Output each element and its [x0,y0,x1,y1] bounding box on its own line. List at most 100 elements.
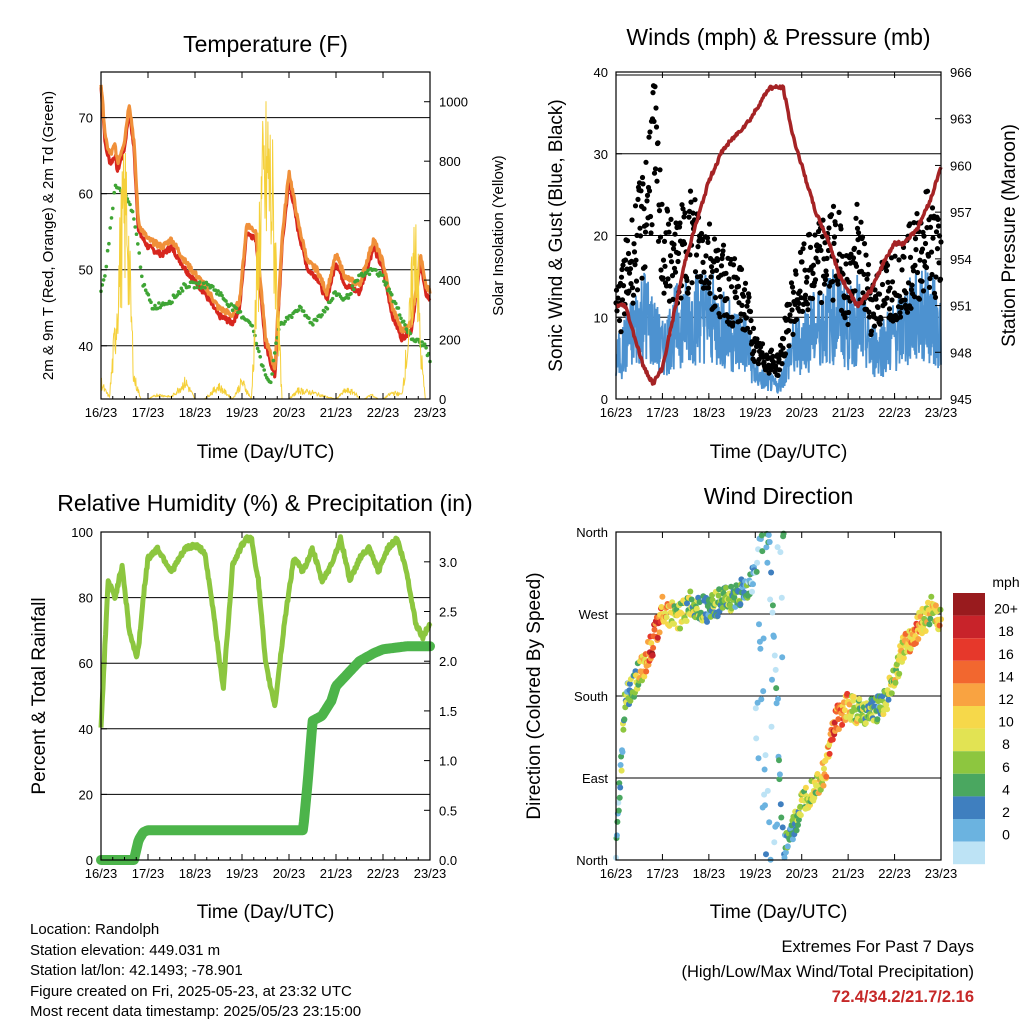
y-tick-label: 40 [79,339,93,354]
dewpoint-point [344,296,348,300]
y2-tick-label: 966 [950,65,972,80]
gust-point [670,296,676,302]
gust-point [733,294,740,300]
y2-axis-label: Station Pressure (Maroon) [999,124,1020,347]
gust-point [860,290,866,296]
gust-point [821,281,828,287]
gust-point [779,361,785,367]
gust-point [878,316,884,322]
y-tick-label: 20 [594,229,608,244]
legend-swatch [953,683,985,706]
gust-point [728,284,735,290]
precip-line [96,641,435,865]
dewpoint-point [132,217,136,221]
y2-tick-label: 954 [950,252,972,267]
legend-swatch [953,841,985,865]
panel-humidity: 16/23 17/23 18/23 19/23 20/23 21/23 22/23 23/23… [29,490,473,923]
direction-point [774,544,781,551]
gust-point [660,257,667,263]
gust-point [637,233,644,239]
direction-point [619,749,626,755]
x-tick-label: 18/23 [693,405,726,420]
dewpoint-point [401,319,406,324]
latlon-text: Station lat/lon: 42.1493; -78.901 [30,962,243,979]
gust-point [659,201,665,207]
gust-point [689,280,695,286]
legend-swatch [953,706,985,729]
y-tick-label: 40 [79,722,93,737]
gust-point [705,239,711,245]
panel-wind-direction: 16/23 17/23 18/23 19/23 20/23 21/23 22/23 23/23… [524,483,1020,923]
dewpoint-point [396,306,401,310]
direction-point [758,696,765,703]
legend-label: 16 [998,646,1014,662]
dewpoint-point [257,349,261,354]
gust-point [830,297,836,303]
direction-point [663,614,670,621]
gust-point [681,241,688,247]
gust-point [835,281,841,287]
gust-point [627,266,634,272]
dewpoint-point [111,206,115,211]
gust-point [723,270,729,276]
gust-point [861,271,867,277]
y-tick-label: 100 [71,525,93,540]
gust-point [677,220,683,226]
legend-label: 8 [1002,736,1010,752]
dewpoint-point [153,303,157,308]
gust-point [638,188,644,194]
gust-point [729,314,735,320]
y-axis-label: 2m & 9m T (Red, Orange) & 2m Td (Green) [40,91,57,380]
gust-point [647,213,654,220]
gust-point [801,241,807,247]
direction-point [758,532,765,539]
direction-point [829,736,836,743]
gust-point [751,358,758,364]
gust-point [829,278,836,285]
direction-point [618,753,625,760]
dewpoint-point [211,284,215,289]
gust-point [804,301,811,307]
dewpoint-point [261,364,265,368]
gust-point [854,225,861,231]
gust-point [686,214,692,220]
gust-point [697,273,704,280]
x-tick-label: 21/23 [320,405,353,420]
panel-temperature: 16/23 17/23 18/23 19/23 20/23 21/23 22/23 23/23… [40,31,507,463]
gust-point [661,238,668,244]
gust-point [838,307,845,313]
gust-point [877,321,883,327]
gust-point [879,281,886,288]
gust-point [902,297,908,303]
y-tick-label: East [582,771,608,786]
gust-point [740,293,747,299]
direction-point [731,594,738,601]
gust-point [799,259,805,265]
gust-point [792,301,798,307]
gust-point [928,249,935,255]
gust-point [695,244,701,250]
gust-point [810,262,817,268]
direction-point [763,544,770,551]
gust-point [712,295,719,301]
gust-point [822,277,829,283]
dewpoint-point [142,282,147,287]
dewpoint-point [192,286,197,290]
direction-point [885,696,892,703]
x-tick-label: 20/23 [785,866,818,881]
direction-point [618,767,625,774]
x-tick-label: 17/23 [132,405,165,420]
created-text: Figure created on Fri, 2025-05-23, at 23… [30,982,352,1000]
y-tick-label: 80 [79,591,93,606]
direction-point [684,600,690,607]
y-tick-label: 0 [86,853,93,868]
gust-point [863,252,869,258]
gust-point [768,347,775,353]
direction-point [839,721,846,728]
direction-point [658,604,665,610]
gust-point [907,221,913,227]
gust-point [815,259,821,265]
direction-point [795,816,802,823]
gust-point [684,277,690,284]
legend-swatch [953,819,985,842]
